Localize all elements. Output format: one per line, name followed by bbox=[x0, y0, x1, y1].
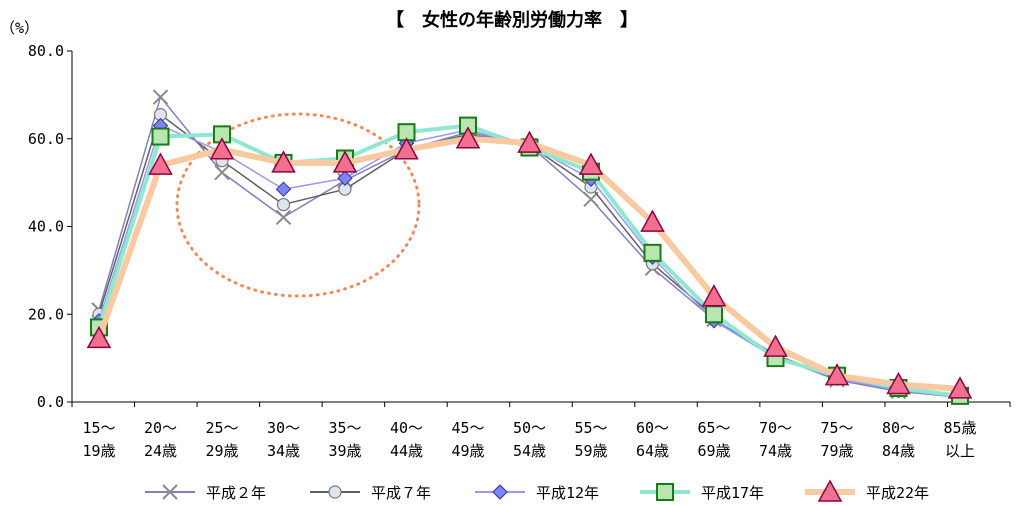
data-point bbox=[455, 126, 481, 149]
x-tick-label: 59歳 bbox=[574, 442, 607, 460]
data-point bbox=[763, 334, 788, 357]
data-point bbox=[332, 150, 358, 173]
chart-title: 【 女性の年齢別労働力率 】 bbox=[386, 9, 638, 31]
x-tick-label: 20～ bbox=[144, 419, 177, 437]
x-tick-label: 69歳 bbox=[697, 442, 730, 460]
x-tick-label: 54歳 bbox=[513, 442, 546, 460]
legend-label: 平成12年 bbox=[536, 484, 599, 502]
x-tick-label: 44歳 bbox=[390, 442, 423, 460]
legend-marker bbox=[492, 484, 508, 500]
y-tick-label: 60.0 bbox=[28, 130, 64, 148]
data-point bbox=[209, 137, 235, 160]
y-tick-label: 80.0 bbox=[28, 42, 64, 60]
x-tick-label: 34歳 bbox=[267, 442, 300, 460]
x-tick-label: 25～ bbox=[205, 419, 238, 437]
data-point bbox=[517, 130, 542, 153]
series-5 bbox=[86, 126, 973, 399]
legend-marker bbox=[817, 479, 843, 502]
x-tick-label: 50～ bbox=[513, 419, 546, 437]
data-point bbox=[271, 150, 296, 173]
x-tick-label: 60～ bbox=[636, 419, 669, 437]
highlight-ellipse bbox=[175, 112, 421, 298]
x-tick-label: 55～ bbox=[574, 419, 607, 437]
x-tick-label: 49歳 bbox=[451, 442, 484, 460]
x-tick-label: 24歳 bbox=[144, 442, 177, 460]
x-tick-label: 65～ bbox=[697, 419, 730, 437]
x-tick-label: 40～ bbox=[390, 419, 423, 437]
legend-item: 平成12年 bbox=[475, 484, 599, 502]
x-tick-label: 84歳 bbox=[882, 442, 915, 460]
chart-legend: 平成２年 平成７年 平成12年 平成17年 平成22年 bbox=[145, 479, 929, 502]
x-tick-label: 74歳 bbox=[759, 442, 792, 460]
data-point bbox=[275, 181, 292, 197]
data-point bbox=[705, 305, 723, 324]
y-axis-unit-label: （%） bbox=[0, 19, 39, 37]
legend-label: 平成17年 bbox=[701, 484, 764, 502]
legend-label: 平成22年 bbox=[866, 484, 929, 502]
chart-series bbox=[86, 89, 973, 405]
legend-item: 平成17年 bbox=[640, 483, 764, 502]
data-point bbox=[276, 197, 291, 212]
x-tick-label: 39歳 bbox=[328, 442, 361, 460]
x-tick-label: 30～ bbox=[267, 419, 300, 437]
data-point bbox=[148, 152, 173, 175]
x-tick-label: 15～ bbox=[82, 419, 115, 437]
legend-item: 平成22年 bbox=[805, 479, 929, 502]
x-tick-label: 以上 bbox=[945, 442, 975, 460]
x-tick-label: 80～ bbox=[882, 419, 915, 437]
data-point bbox=[583, 191, 599, 208]
data-point bbox=[643, 243, 662, 262]
legend-marker bbox=[162, 484, 178, 500]
data-point bbox=[337, 170, 353, 186]
x-tick-label: 29歳 bbox=[205, 442, 238, 460]
data-point bbox=[824, 363, 850, 386]
y-tick-label: 40.0 bbox=[28, 218, 64, 236]
y-tick-label: 20.0 bbox=[28, 305, 64, 323]
data-point bbox=[86, 325, 112, 349]
data-point bbox=[152, 89, 169, 105]
data-point bbox=[151, 127, 170, 146]
data-point bbox=[394, 137, 419, 160]
data-point bbox=[947, 376, 973, 399]
chart-axes: 0.0 20.0 40.0 60.0 80.0 15～ 19歳 20～ 24歳 25～ 29歳 30～… bbox=[28, 42, 1011, 460]
x-tick-label: 85歳 bbox=[943, 419, 976, 437]
x-tick-label: 64歳 bbox=[636, 442, 669, 460]
legend-item: 平成２年 bbox=[145, 484, 266, 502]
legend-item: 平成７年 bbox=[310, 484, 431, 502]
legend-marker bbox=[328, 485, 342, 499]
legend-label: 平成２年 bbox=[206, 484, 266, 502]
data-point bbox=[640, 209, 665, 232]
data-point bbox=[214, 164, 230, 181]
x-tick-label: 70～ bbox=[759, 419, 792, 437]
data-point bbox=[886, 371, 911, 395]
legend-marker bbox=[656, 483, 674, 501]
x-tick-label: 79歳 bbox=[820, 442, 853, 460]
data-point bbox=[275, 209, 292, 225]
y-tick-label: 0.0 bbox=[37, 393, 64, 411]
x-tick-label: 35～ bbox=[328, 419, 361, 437]
x-tick-label: 45～ bbox=[451, 419, 484, 437]
data-point bbox=[578, 152, 604, 175]
x-tick-label: 75～ bbox=[820, 419, 853, 437]
data-point bbox=[701, 284, 727, 307]
x-tick-label: 19歳 bbox=[82, 442, 115, 460]
legend-label: 平成７年 bbox=[371, 484, 431, 502]
